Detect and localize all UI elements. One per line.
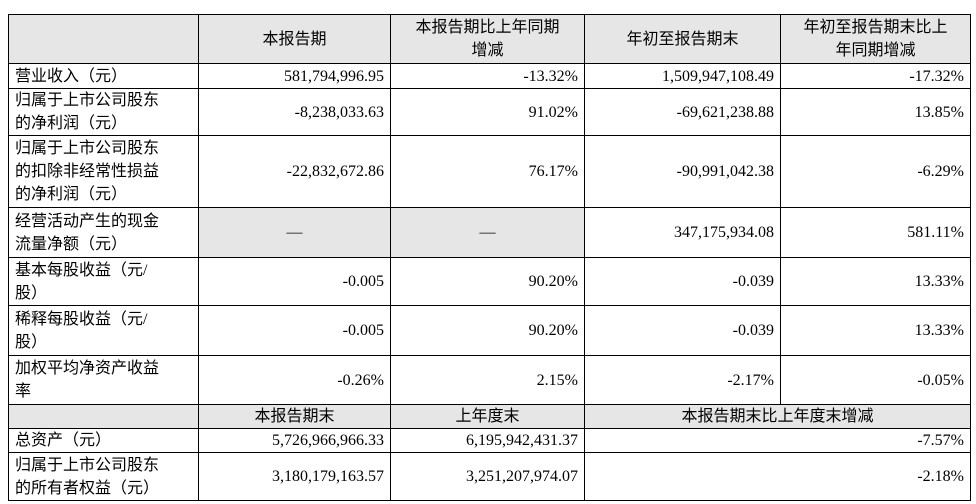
header-cell: 年初至报告期末比上 年同期增减 — [780, 14, 971, 64]
header-cell: 本报告期比上年同期 增减 — [390, 14, 585, 64]
line: 股） — [15, 333, 48, 351]
subheader-cell: 本报告期末比上年度末增减 — [584, 404, 971, 429]
data-row: 加权平均净资产收益率 -0.26% 2.15% -2.17% -0.05% — [8, 355, 971, 405]
value-cell: -90,991,042.38 — [584, 135, 781, 208]
line: 率 — [15, 383, 32, 400]
line: 归属于上市公司股东 — [15, 140, 160, 157]
row-label: 稀释每股收益（元/股） — [8, 305, 199, 356]
value-cell: -17.32% — [780, 63, 971, 89]
subheader-row: 本报告期末 上年度末 本报告期末比上年度末增减 — [8, 404, 971, 429]
line: 归属于上市公司股东 — [15, 456, 160, 474]
subheader-cell: 本报告期末 — [198, 404, 391, 429]
value-cell: 13.33% — [780, 305, 971, 356]
data-row: 稀释每股收益（元/股） -0.005 90.20% -0.039 13.33% — [8, 305, 971, 356]
line: 稀释每股收益（元/ — [15, 310, 148, 328]
subheader-cell: 上年度末 — [390, 404, 585, 429]
data-row: 经营活动产生的现金 流量净额（元） — —347,175,934.08 581.11% — [8, 207, 971, 258]
value-cell: 5,726,966,966.33 — [198, 428, 391, 453]
line: 加权平均净资产收益 — [15, 360, 160, 377]
value-cell: -0.26% — [198, 355, 391, 405]
value-cell: -0.005 — [198, 305, 391, 356]
line: 经营活动产生的现金 — [15, 212, 160, 230]
value-cell: -0.05% — [780, 355, 971, 405]
line: 股） — [15, 284, 48, 302]
line: 基本每股收益（元/ — [15, 261, 148, 279]
line: 增减 — [471, 42, 504, 59]
financial-table: 本报告期 本报告期比上年同期 增减 年初至报告期末 年初至报告期末比上 年同期增减 营业收入… — [8, 14, 971, 501]
data-row: 总资产（元） 5,726,966,966.33 6,195,942,431.37 -7… — [8, 428, 971, 453]
value-cell: -0.039 — [584, 257, 781, 306]
value-cell: -69,621,238.88 — [584, 88, 781, 136]
row-label: 基本每股收益（元/股） — [8, 257, 199, 306]
value-cell: 3,180,179,163.57 — [198, 452, 391, 501]
line: 归属于上市公司股东 — [15, 92, 160, 109]
line: 本报告期比上年同期 — [415, 19, 560, 36]
value-cell: 90.20% — [390, 257, 585, 306]
line: 年初至报告期末 — [626, 30, 739, 48]
row-label: 归属于上市公司股东 的扣除非经常性损益 的净利润（元） — [8, 135, 199, 208]
value-cell: 3,251,207,974.07 — [390, 452, 585, 501]
value-cell: -22,832,672.86 — [198, 135, 391, 208]
value-cell: 1,509,947,108.49 — [584, 63, 781, 89]
corner-cell — [8, 14, 199, 64]
line: 本报告期 — [262, 30, 327, 48]
value-cell: — — [198, 207, 391, 258]
value-cell: 347,175,934.08 — [584, 207, 781, 258]
value-cell: 90.20% — [390, 305, 585, 356]
line: 营业收入（元） — [15, 67, 128, 85]
row-label: 总资产（元） — [8, 428, 199, 453]
row-label: 经营活动产生的现金 流量净额（元） — [8, 207, 199, 258]
data-row: 归属于上市公司股东 的净利润（元） -8,238,033.63 91.02% -69,6… — [8, 88, 971, 136]
line: 的所有者权益（元） — [15, 479, 160, 497]
value-cell: — — [390, 207, 585, 258]
line: 年初至报告期末比上 — [803, 19, 948, 36]
value-cell: -2.17% — [584, 355, 781, 405]
data-row: 归属于上市公司股东 的所有者权益（元） 3,180,179,163.57 3,251,… — [8, 452, 971, 501]
data-row: 营业收入（元） 581,794,996.95 -13.32% 1,509,947,10… — [8, 63, 971, 89]
row-label: 归属于上市公司股东 的净利润（元） — [8, 88, 199, 136]
line: 年同期增减 — [835, 42, 916, 59]
value-cell: 6,195,942,431.37 — [390, 428, 585, 453]
header-row: 本报告期 本报告期比上年同期 增减 年初至报告期末 年初至报告期末比上 年同期增减 — [8, 14, 971, 64]
line: 总资产（元） — [15, 432, 112, 449]
value-cell: 2.15% — [390, 355, 585, 405]
value-cell: 13.85% — [780, 88, 971, 136]
header-cell: 本报告期 — [198, 14, 391, 64]
row-label: 营业收入（元） — [8, 63, 199, 89]
value-cell: -13.32% — [390, 63, 585, 89]
row-label: 归属于上市公司股东 的所有者权益（元） — [8, 452, 199, 501]
value-cell: -0.005 — [198, 257, 391, 306]
line: 的扣除非经常性损益 — [15, 163, 160, 180]
value-cell: 13.33% — [780, 257, 971, 306]
value-cell: 91.02% — [390, 88, 585, 136]
header-cell: 年初至报告期末 — [584, 14, 781, 64]
value-cell: 581.11% — [780, 207, 971, 258]
data-row: 基本每股收益（元/股） -0.005 90.20% -0.039 13.33% — [8, 257, 971, 306]
corner-cell — [8, 404, 199, 429]
data-row: 归属于上市公司股东 的扣除非经常性损益 的净利润（元） -22,832,672.86 7… — [8, 135, 971, 208]
line: 的净利润（元） — [15, 115, 128, 132]
line: 流量净额（元） — [15, 235, 128, 253]
value-cell: 76.17% — [390, 135, 585, 208]
value-cell: -7.57% — [584, 428, 971, 453]
value-cell: 581,794,996.95 — [198, 63, 391, 89]
value-cell: -8,238,033.63 — [198, 88, 391, 136]
value-cell: -0.039 — [584, 305, 781, 356]
row-label: 加权平均净资产收益率 — [8, 355, 199, 405]
value-cell: -6.29% — [780, 135, 971, 208]
value-cell: -2.18% — [584, 452, 971, 501]
line: 的净利润（元） — [15, 186, 128, 203]
